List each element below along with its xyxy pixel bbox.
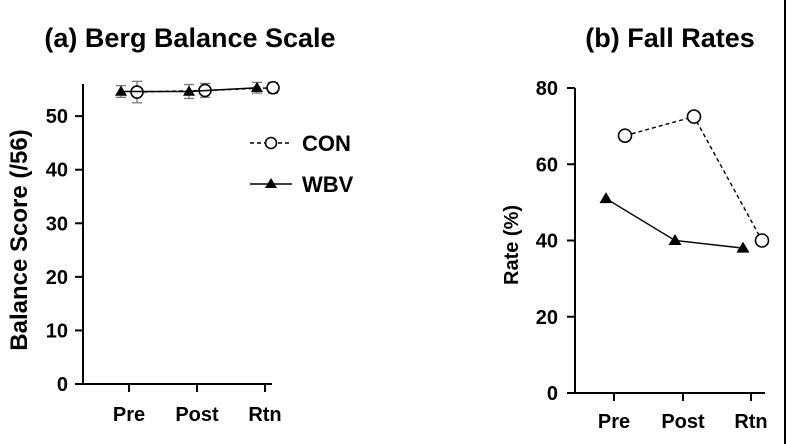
legend-wbv-marker (265, 178, 277, 188)
panel-b-y-tick-label: 80 (536, 78, 558, 100)
panel-a-x-tick-label: Post (175, 404, 219, 426)
panel-a-legend: CON WBV (250, 131, 354, 197)
panel-a-con-point (266, 80, 280, 95)
panel-a-wbv-point (251, 81, 263, 92)
panel-a-title: (a) Berg Balance Scale (44, 23, 335, 53)
panel-b-con-point (754, 233, 770, 248)
panel-b-ylabel: Rate (%) (501, 205, 523, 285)
panel-a-y-tick-label: 20 (46, 267, 68, 289)
legend-con-marker (264, 136, 278, 150)
panel-a-y-tick-label: 50 (46, 106, 68, 128)
panel-a-ylabel: Balance Score (/56) (6, 129, 33, 350)
panel-b-x-tick-label: Rtn (734, 411, 767, 433)
legend-wbv-label: WBV (302, 172, 354, 197)
panel-a-y-tick-label: 40 (46, 160, 68, 182)
panel-b-con-point (617, 128, 633, 143)
panel-a-y-tick-label: 30 (46, 213, 68, 235)
panel-b-title: (b) Fall Rates (585, 23, 755, 53)
panel-a-wbv-point (115, 85, 127, 96)
panel-b-wbv-point (599, 192, 613, 204)
panel-b-y-tick-label: 20 (536, 307, 558, 329)
panel-b-y-tick-label: 0 (547, 383, 558, 405)
panel-a-y-tick-label: 10 (46, 320, 68, 342)
panel-a-berg-balance: (a) Berg Balance Scale Balance Score (/5… (6, 23, 354, 426)
panel-b-x-tick-label: Post (661, 411, 705, 433)
panel-b-wbv-point (736, 241, 750, 253)
panel-b-fall-rates: (b) Fall Rates Rate (%) 0 20 40 60 80 Pre Post… (501, 23, 770, 433)
panel-a-wbv-point (183, 85, 195, 96)
panel-b-con-point (686, 109, 702, 124)
panel-b-x-tick-label: Pre (598, 411, 630, 433)
panel-b-y-tick-label: 40 (536, 231, 558, 253)
panel-a-x-tick-label: Rtn (248, 404, 281, 426)
panel-a-y-tick-label: 0 (57, 374, 68, 396)
panel-b-y-tick-label: 60 (536, 154, 558, 176)
right-border (784, 0, 786, 444)
panel-b-wbv-point (668, 234, 682, 246)
legend-con-label: CON (302, 131, 351, 156)
panel-a-x-tick-label: Pre (113, 404, 145, 426)
